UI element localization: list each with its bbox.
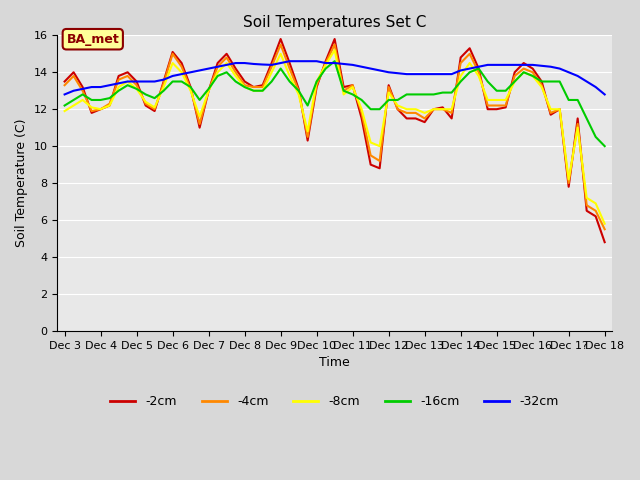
Title: Soil Temperatures Set C: Soil Temperatures Set C: [243, 15, 426, 30]
X-axis label: Time: Time: [319, 356, 350, 369]
Y-axis label: Soil Temperature (C): Soil Temperature (C): [15, 119, 28, 247]
Text: BA_met: BA_met: [67, 33, 119, 46]
Legend: -2cm, -4cm, -8cm, -16cm, -32cm: -2cm, -4cm, -8cm, -16cm, -32cm: [106, 390, 564, 413]
